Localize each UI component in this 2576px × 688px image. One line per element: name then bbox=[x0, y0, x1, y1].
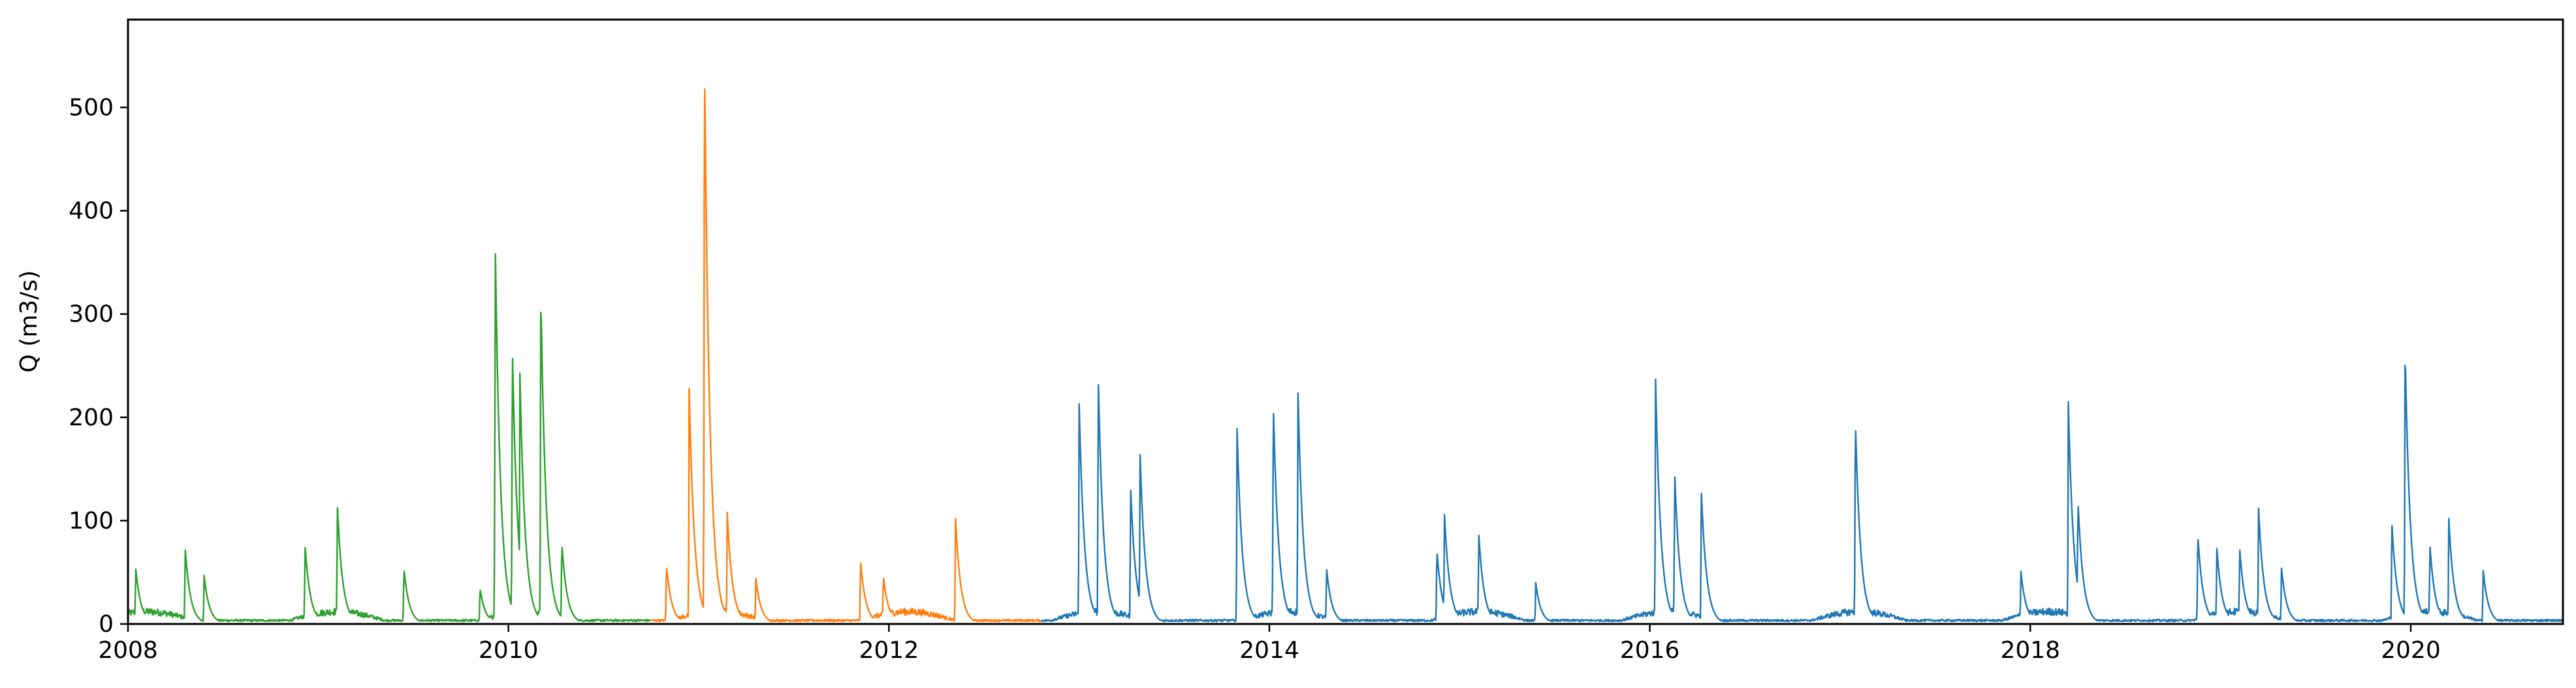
y-tick-label: 0 bbox=[99, 611, 114, 638]
y-axis-label: Q (m3/s) bbox=[16, 270, 42, 373]
tick-layer: 2008 2010 2012 2014 2016 2018 2020 0 100 200 300 40… bbox=[69, 94, 2440, 664]
y-tick-label: 100 bbox=[69, 508, 114, 534]
series-line-2 bbox=[650, 88, 1042, 623]
plot-frame bbox=[127, 18, 2564, 625]
x-tick-label: 2012 bbox=[859, 637, 919, 664]
series-layer bbox=[127, 88, 2564, 623]
y-tick-label: 400 bbox=[69, 198, 114, 225]
x-tick-label: 2008 bbox=[98, 637, 158, 664]
series-line-3 bbox=[1040, 365, 2564, 623]
y-tick-label: 300 bbox=[69, 301, 114, 328]
x-tick-label: 2014 bbox=[1239, 637, 1299, 664]
y-tick-label: 500 bbox=[69, 94, 114, 121]
x-tick-label: 2016 bbox=[1620, 637, 1680, 664]
x-tick-label: 2010 bbox=[479, 637, 539, 664]
y-tick-label: 200 bbox=[69, 404, 114, 431]
x-tick-label: 2020 bbox=[2381, 637, 2441, 664]
series-line-1 bbox=[127, 253, 651, 623]
x-tick-label: 2018 bbox=[2000, 637, 2060, 664]
